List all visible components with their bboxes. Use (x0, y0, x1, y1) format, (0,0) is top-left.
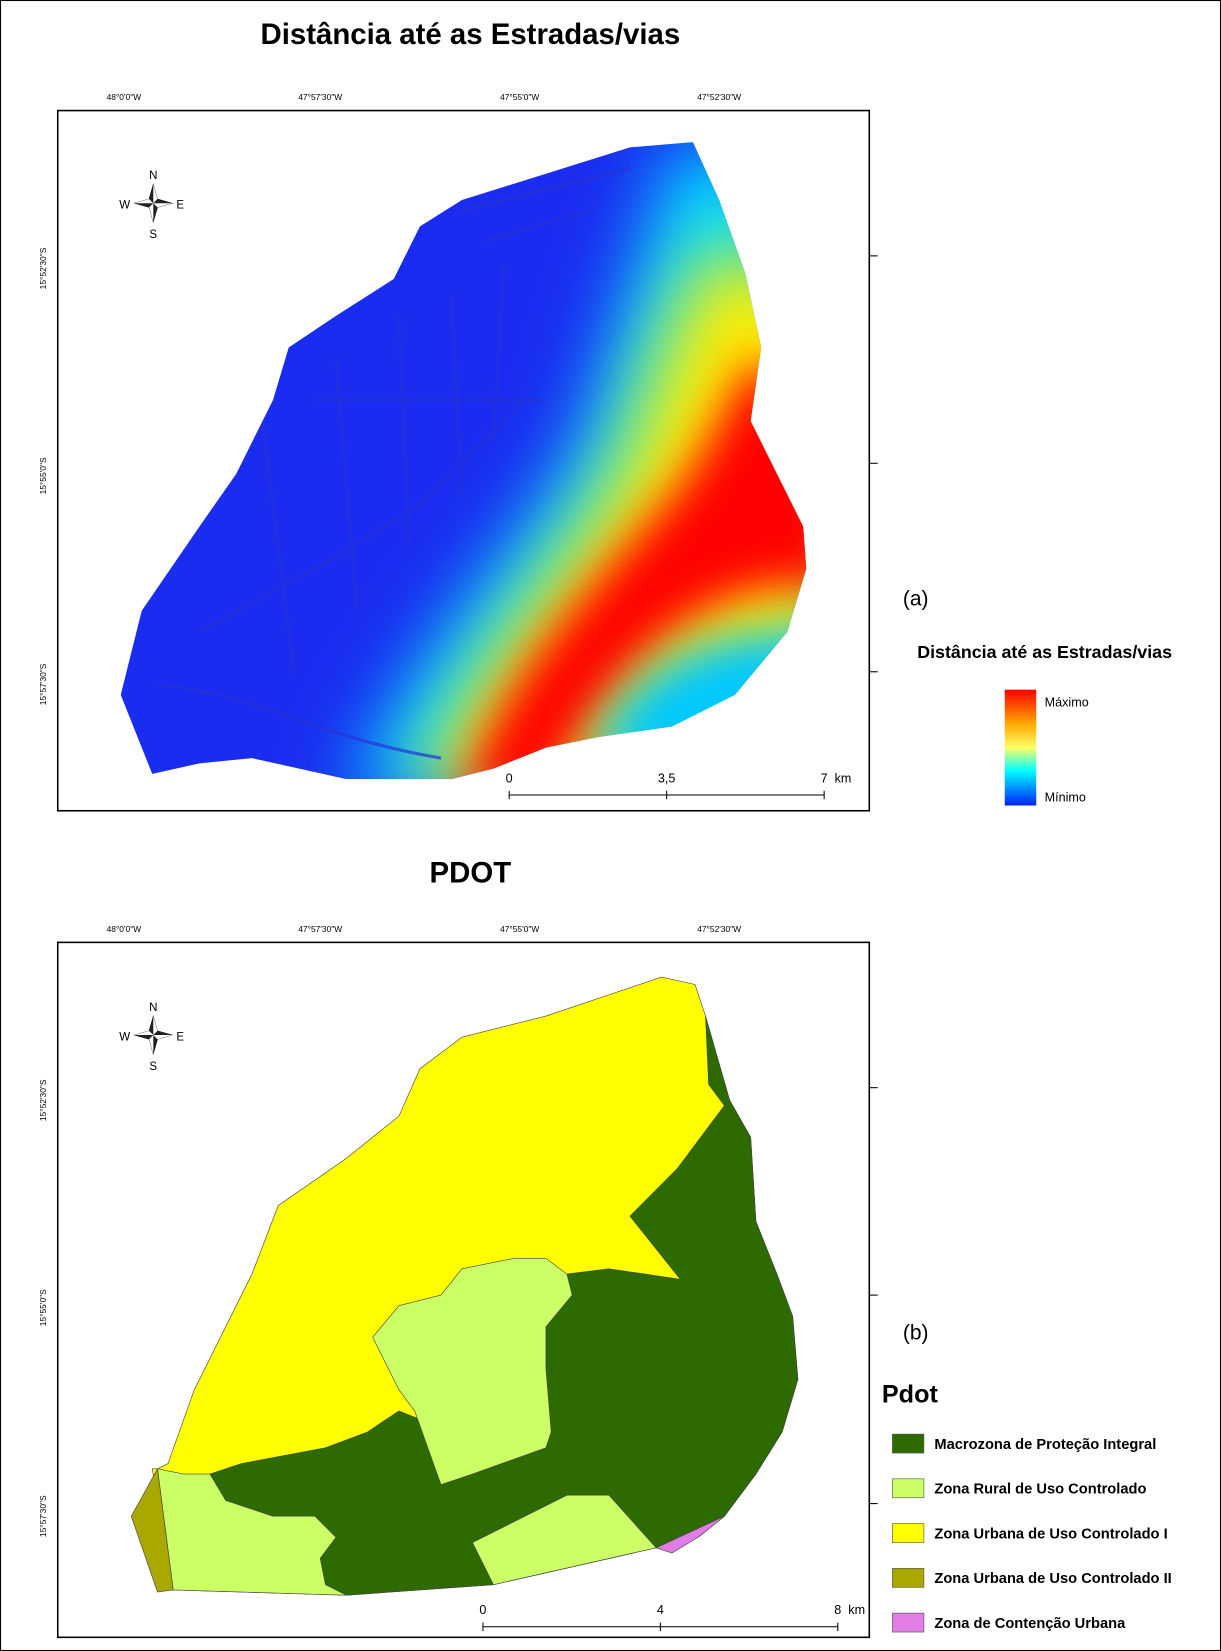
legend-swatch (892, 1523, 925, 1543)
compass-n: N (149, 1002, 157, 1014)
legend-low: Mínimo (1045, 790, 1086, 804)
scale-label: 3,5 (658, 771, 676, 785)
scale-label: 4 (657, 1603, 664, 1617)
compass-w: W (119, 1031, 130, 1043)
longitude-label: 47°57'30"W (298, 924, 342, 934)
scale-label: 0 (479, 1603, 486, 1617)
scale-label: 8 (834, 1603, 841, 1617)
longitude-label: 47°55'0"W (500, 92, 539, 102)
legend-swatch (892, 1433, 925, 1454)
latitude-label: 15°57'30"S (38, 1495, 48, 1537)
latitude-label: 15°57'30"S (38, 663, 48, 705)
latitude-label: 15°55'0"S (38, 457, 48, 494)
latitude-label: 15°55'0"S (38, 1289, 48, 1326)
latitude-label: 15°52'30"S (38, 1079, 48, 1121)
scale-label: 0 (506, 771, 513, 785)
map-title: PDOT (430, 856, 512, 889)
legend-swatch (892, 1568, 925, 1588)
legend-item: Zona Urbana de Uso Controlado I (934, 1526, 1167, 1542)
compass-s: S (149, 1061, 157, 1073)
compass-e: E (176, 1031, 184, 1043)
compass-s: S (149, 229, 157, 241)
legend-high: Máximo (1045, 696, 1089, 710)
pdot-zones (130, 976, 799, 1596)
longitude-label: 47°55'0"W (500, 924, 539, 934)
longitude-label: 48°0'0"W (107, 92, 142, 102)
legend-title: Pdot (882, 1380, 939, 1408)
compass-w: W (119, 199, 130, 211)
longitude-label: 47°52'30"W (697, 924, 741, 934)
longitude-label: 48°0'0"W (107, 924, 142, 934)
panel-label: (b) (903, 1321, 929, 1344)
legend-title: Distância até as Estradas/vias (917, 642, 1172, 662)
legend-color-ramp (1004, 689, 1037, 806)
map-title: Distância até as Estradas/vias (260, 18, 680, 51)
scale-unit: km (848, 1603, 865, 1617)
legend-swatch (892, 1478, 925, 1499)
compass-n: N (149, 170, 157, 182)
longitude-label: 47°57'30"W (298, 92, 342, 102)
compass-e: E (176, 199, 184, 211)
legend-item: Zona Urbana de Uso Controlado II (934, 1571, 1171, 1587)
legend-item: Zona Rural de Uso Controlado (934, 1482, 1146, 1498)
scale-label: 7 (821, 771, 828, 785)
longitude-label: 47°52'30"W (697, 92, 741, 102)
panel-label: (a) (903, 587, 929, 610)
legend-item: Macrozona de Proteção Integral (934, 1437, 1156, 1453)
legend-swatch (892, 1612, 925, 1633)
legend-item: Zona de Contenção Urbana (934, 1616, 1126, 1632)
scale-unit: km (835, 771, 852, 785)
latitude-label: 15°52'30"S (38, 247, 48, 289)
